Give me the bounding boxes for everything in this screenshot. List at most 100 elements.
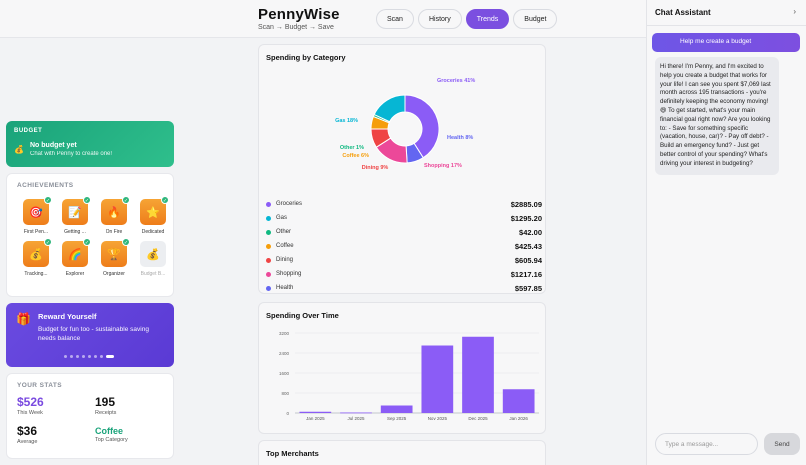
category-color-dot [266,215,271,221]
achievement-badge[interactable]: ⭐ ✓ Dedicated [134,196,172,235]
achievement-badge[interactable]: 💰 ✓ Tracking... [17,238,55,277]
carousel-dot[interactable] [94,355,97,358]
tab-budget[interactable]: Budget [513,9,558,29]
checkmark-icon: ✓ [83,238,91,246]
category-list: Groceries $2885.09 Gas $1295.20 Other $42.00 C… [266,197,542,295]
achievement-badge[interactable]: 🔥 ✓ On Fire [95,196,133,235]
bar[interactable] [380,405,413,414]
achievements-card: ACHIEVEMENTS 🎯 ✓ First Pen... 📝 ✓ Getting ...… [6,173,174,297]
achievement-badge[interactable]: 💰 Budget B... [134,241,172,277]
assistant-message: Hi there! I'm Penny, and I'm excited to … [655,57,779,175]
budget-subtitle: Chat with Penny to create one! [30,151,113,157]
donut-label: Gas 18% [335,118,358,124]
carousel-dot[interactable] [106,355,114,358]
y-tick-label: 1600 [279,371,290,376]
category-row: Dining $605.94 [266,253,542,267]
carousel-dot[interactable] [100,355,103,358]
stat-label: This Week [17,410,43,416]
reward-card[interactable]: 🎁 Reward Yourself Budget for fun too - s… [6,303,174,367]
checkmark-icon: ✓ [83,196,91,204]
chat-title: Chat Assistant [655,8,711,17]
stat-value: $526 [17,395,44,409]
category-row: Shopping $1217.16 [266,267,542,281]
achievement-badge[interactable]: 📝 ✓ Getting ... [56,196,94,235]
top-merchants-card: Top Merchants [258,440,546,465]
stat-label: Top Category [95,437,128,443]
tab-trends[interactable]: Trends [465,9,510,29]
achievement-badge[interactable]: 🌈 ✓ Explorer [56,238,94,277]
spending-by-category-card: Spending by Category Groceries 41% Gas 18… [258,44,546,294]
donut-slice-groceries[interactable] [404,94,440,159]
bar[interactable] [340,412,372,414]
donut-slice-gas[interactable] [373,94,406,123]
category-name: Dining [276,257,294,263]
checkmark-icon: ✓ [161,196,169,204]
category-row: Coffee $425.43 [266,239,542,253]
y-tick-label: 3200 [279,331,290,336]
chat-panel: Chat Assistant › Help me create a budget… [646,0,806,465]
category-row: Groceries $2885.09 [266,197,542,211]
tab-scan[interactable]: Scan [376,9,414,29]
reward-title: Reward Yourself [38,312,97,321]
category-color-dot [266,257,271,263]
money-icon: 💰 ✓ [23,238,52,267]
bar[interactable] [502,389,535,413]
carousel-dot[interactable] [82,355,85,358]
moneybag-icon: 💰 [140,241,166,267]
chat-header: Chat Assistant › [647,0,806,26]
chevron-right-icon[interactable]: › [793,7,796,16]
category-donut-chart: Groceries 41% Gas 18% Other 1% Coffee 6% Din… [335,78,475,171]
category-row: Gas $1295.20 [266,211,542,225]
category-name: Coffee [276,243,294,249]
budget-title: No budget yet [30,142,77,149]
category-row: Health $597.85 [266,281,542,295]
carousel-dot[interactable] [70,355,73,358]
send-button[interactable]: Send [764,433,800,455]
carousel-dot[interactable] [64,355,67,358]
checkmark-icon: ✓ [122,238,130,246]
card-title: Spending Over Time [266,311,339,320]
notepad-icon: 📝 ✓ [62,196,91,225]
tab-history[interactable]: History [417,9,462,29]
stat-label: Receipts [95,410,117,416]
bar[interactable] [421,345,454,414]
category-row: Other $42.00 [266,225,542,239]
bar[interactable] [299,411,332,413]
budget-card[interactable]: BUDGET 💰 No budget yet Chat with Penny t… [6,121,174,167]
achievement-name: Budget B... [140,271,166,277]
achievement-badge[interactable]: 🎯 ✓ First Pen... [17,196,55,235]
carousel-dots [64,355,114,358]
money-bag-icon: 💰 [14,144,24,154]
x-tick-label: Jan 2026 [509,416,528,421]
carousel-dot[interactable] [88,355,91,358]
x-tick-label: Jul 2025 [347,416,365,421]
category-name: Other [276,229,292,235]
achievement-name: Tracking... [24,271,48,277]
category-color-dot [266,285,271,291]
reward-description: Budget for fun too - sustainable saving … [38,326,149,343]
rainbow-icon: 🌈 ✓ [62,238,91,267]
achievement-name: Organizer [103,271,125,277]
checkmark-icon: ✓ [122,196,130,204]
carousel-dot[interactable] [76,355,79,358]
achievement-badge[interactable]: 🏆 ✓ Organizer [95,238,133,277]
achievements-grid: 🎯 ✓ First Pen... 📝 ✓ Getting ... 🔥 ✓ On Fire ⭐ ✓ De… [17,196,169,277]
chat-message-input[interactable] [655,433,758,455]
budget-label: BUDGET [14,128,43,134]
donut-label: Dining 9% [362,165,389,171]
stat-receipts: 195 Receipts [95,395,165,416]
donut-label: Shopping 17% [424,163,462,169]
gift-icon: 🎁 [16,312,31,326]
app-tagline: Scan → Budget → Save [258,24,334,31]
checkmark-icon: ✓ [44,238,52,246]
y-tick-label: 2400 [279,351,290,356]
x-tick-label: Jan 2025 [306,416,325,421]
achievement-name: First Pen... [23,229,49,235]
fire-icon: 🔥 ✓ [101,196,130,225]
main-nav: Scan History Trends Budget [376,9,558,29]
donut-label: Groceries 41% [437,78,475,84]
trophy-icon: 🏆 ✓ [101,238,130,267]
achievement-name: Dedicated [141,229,165,235]
brand: PennyWise Scan → Budget → Save [258,6,340,31]
bar[interactable] [462,336,494,413]
